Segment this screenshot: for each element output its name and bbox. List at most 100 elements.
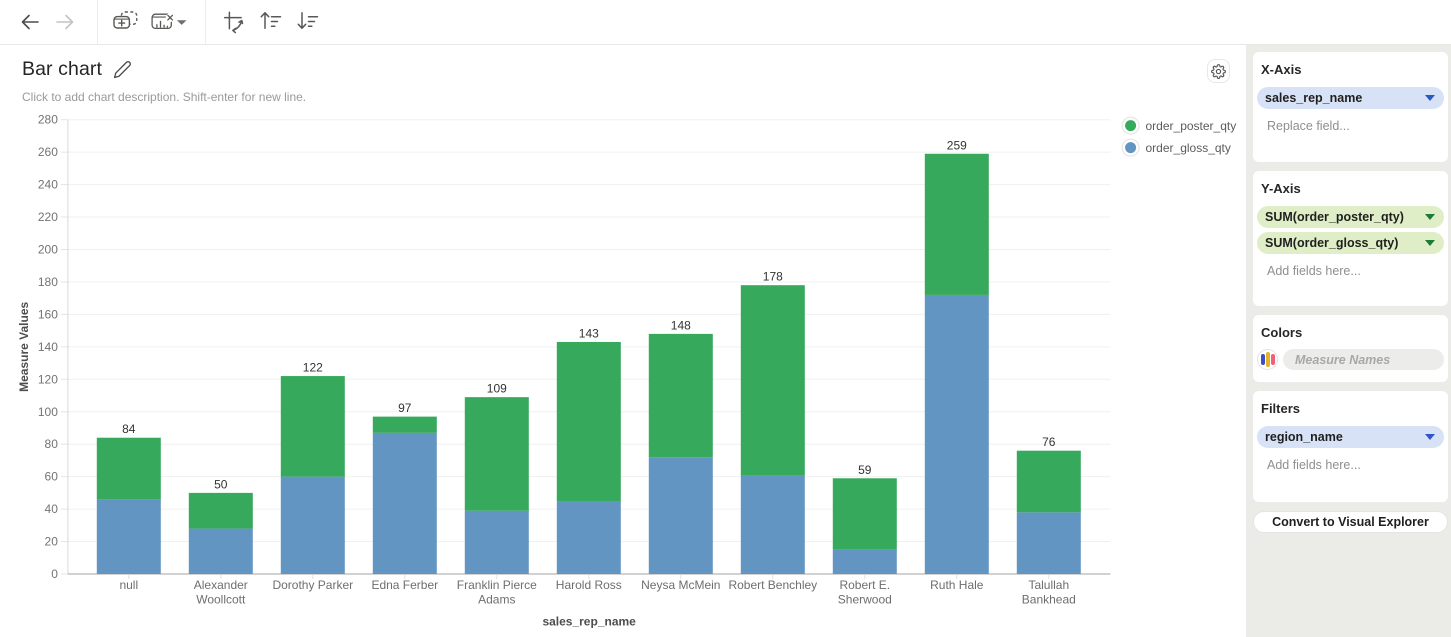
x-axis-card: X-Axis sales_rep_name Replace field...: [1253, 52, 1448, 162]
sort-ascending-icon: [260, 12, 282, 29]
svg-text:160: 160: [38, 307, 58, 321]
chevron-down-icon: [1425, 240, 1435, 246]
svg-text:140: 140: [38, 340, 58, 354]
bar-segment-order_gloss_qty[interactable]: [648, 457, 713, 574]
legend-label[interactable]: order_gloss_qty: [1146, 141, 1231, 155]
x-axis-card-title: X-Axis: [1261, 62, 1302, 77]
duplicate-chart-icon: [113, 11, 138, 29]
back-arrow-icon: [21, 14, 39, 30]
bar-value-label: 59: [858, 463, 872, 477]
swap-axes-button[interactable]: [221, 9, 247, 35]
duplicate-chart-button[interactable]: [112, 9, 138, 35]
chart-title[interactable]: Bar chart: [22, 58, 103, 80]
y-axis-field-label: SUM(order_gloss_qty): [1265, 236, 1399, 250]
svg-text:240: 240: [38, 178, 58, 192]
chart-canvas-area: Bar chart Click to add chart description…: [0, 45, 1246, 637]
bar-segment-order_gloss_qty[interactable]: [188, 528, 253, 574]
bar-segment-order_gloss_qty[interactable]: [372, 432, 437, 574]
y-axis-field-pill[interactable]: SUM(order_poster_qty): [1257, 206, 1444, 228]
bar-value-label: 178: [763, 270, 783, 284]
bar-segment-order_poster_qty[interactable]: [188, 492, 253, 529]
svg-text:260: 260: [38, 145, 58, 159]
svg-text:180: 180: [38, 275, 58, 289]
svg-text:100: 100: [38, 405, 58, 419]
bar-segment-order_poster_qty[interactable]: [464, 397, 529, 511]
y-axis-title: Measure Values: [17, 302, 31, 392]
forward-button[interactable]: [52, 9, 78, 35]
x-axis-category-label: Robert Benchley: [728, 578, 817, 592]
x-axis-category-label: Alexander Woollcott: [194, 578, 248, 607]
bar-value-label: 122: [303, 361, 323, 375]
x-axis-category-label: Neysa McMein: [641, 578, 720, 592]
bar-segment-order_poster_qty[interactable]: [1016, 450, 1081, 513]
filter-field-pill[interactable]: region_name: [1257, 426, 1444, 448]
x-axis-category-label: Robert E. Sherwood: [838, 578, 892, 607]
chevron-down-icon: [1425, 434, 1435, 440]
legend-marker-order_gloss_qty: [1125, 142, 1137, 154]
toolbar-separator: [97, 0, 98, 44]
x-axis-category-label: null: [119, 578, 138, 592]
bar-segment-order_gloss_qty[interactable]: [464, 510, 529, 574]
bar-chart: 0 20 40 60 80 100 120 140 160 180 200 220 240 260 280 8…: [17, 113, 1237, 629]
bar-value-label: 97: [398, 401, 412, 415]
colors-field-placeholder: Measure Names: [1295, 352, 1391, 367]
sort-ascending-button[interactable]: [258, 9, 284, 35]
y-axis-field-pill[interactable]: SUM(order_gloss_qty): [1257, 232, 1444, 254]
bar-segment-order_poster_qty[interactable]: [832, 478, 897, 550]
swap-axes-icon: [223, 11, 244, 34]
chart-settings-button[interactable]: [1207, 59, 1230, 83]
bar-segment-order_poster_qty[interactable]: [648, 333, 713, 458]
bar-value-label: 84: [122, 422, 136, 436]
filters-drop-hint[interactable]: Add fields here...: [1267, 458, 1361, 472]
y-axis-drop-hint[interactable]: Add fields here...: [1267, 264, 1361, 278]
edit-title-button[interactable]: [112, 60, 132, 80]
bar-value-label: 76: [1042, 435, 1056, 449]
gear-icon: [1211, 63, 1226, 79]
chart-description-placeholder[interactable]: Click to add chart description. Shift-en…: [22, 90, 307, 104]
bar-segment-order_poster_qty[interactable]: [96, 437, 161, 500]
x-axis-field-pill[interactable]: sales_rep_name: [1257, 87, 1444, 109]
bar-segment-order_poster_qty[interactable]: [280, 376, 345, 477]
pencil-icon: [113, 61, 131, 79]
svg-text:80: 80: [45, 437, 59, 451]
bar-value-label: 143: [579, 326, 599, 340]
bar-segment-order_poster_qty[interactable]: [740, 285, 805, 476]
bar-segment-order_gloss_qty[interactable]: [96, 499, 161, 574]
bar-segment-order_gloss_qty[interactable]: [740, 475, 805, 574]
x-axis-category-label: Franklin Pierce Adams: [457, 578, 537, 607]
bar-segment-order_poster_qty[interactable]: [556, 341, 621, 501]
bar-value-label: 259: [947, 138, 967, 152]
x-axis-category-label: Ruth Hale: [930, 578, 984, 592]
x-axis-drop-hint[interactable]: Replace field...: [1267, 119, 1350, 133]
svg-text:60: 60: [45, 470, 59, 484]
sort-descending-icon: [297, 12, 319, 29]
legend-label[interactable]: order_poster_qty: [1146, 119, 1237, 133]
colors-field-input[interactable]: Measure Names: [1283, 349, 1444, 370]
svg-text:280: 280: [38, 113, 58, 127]
remove-chart-icon: [151, 13, 187, 30]
x-axis-category-label: Dorothy Parker: [272, 578, 353, 592]
convert-to-visual-explorer-button[interactable]: Convert to Visual Explorer: [1253, 511, 1448, 533]
back-button[interactable]: [17, 9, 43, 35]
color-palette-icon[interactable]: [1257, 349, 1278, 370]
y-axis-field-label: SUM(order_poster_qty): [1265, 210, 1404, 224]
toolbar: [0, 0, 1451, 45]
svg-text:0: 0: [51, 567, 58, 581]
filters-card-title: Filters: [1261, 401, 1301, 416]
bar-segment-order_gloss_qty[interactable]: [832, 549, 897, 574]
filters-card: Filters region_name Add fields here...: [1253, 391, 1448, 502]
chevron-down-icon: [1425, 95, 1435, 101]
bar-segment-order_gloss_qty[interactable]: [280, 476, 345, 574]
bar-segment-order_gloss_qty[interactable]: [924, 294, 989, 574]
bar-segment-order_poster_qty[interactable]: [924, 153, 989, 295]
colors-card: Colors Measure Names: [1253, 315, 1448, 382]
bar-segment-order_gloss_qty[interactable]: [556, 500, 621, 574]
sort-descending-button[interactable]: [295, 9, 321, 35]
svg-text:200: 200: [38, 243, 58, 257]
remove-chart-button[interactable]: [148, 9, 188, 35]
bar-segment-order_poster_qty[interactable]: [372, 416, 437, 433]
bar-segment-order_gloss_qty[interactable]: [1016, 512, 1081, 574]
x-axis-title: sales_rep_name: [542, 615, 636, 629]
svg-text:220: 220: [38, 210, 58, 224]
